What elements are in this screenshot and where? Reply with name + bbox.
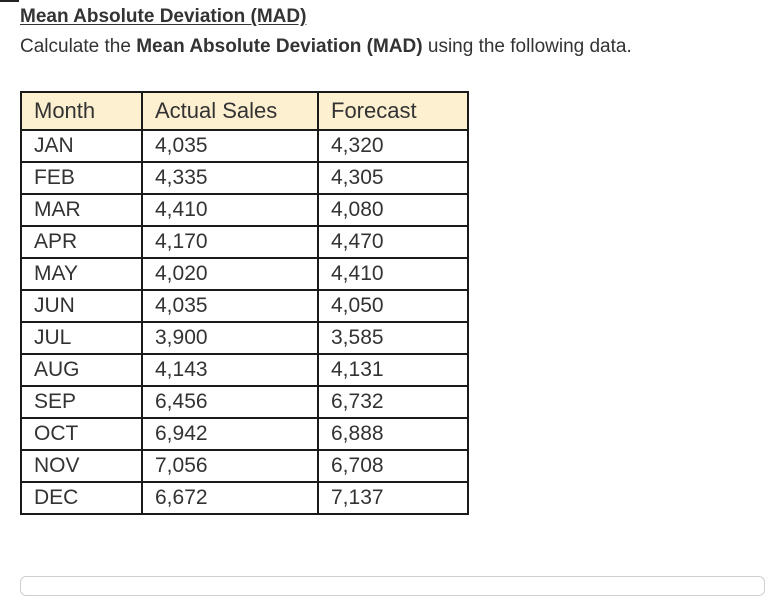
table-row: JUN 4,035 4,050 [20, 289, 469, 323]
instruction-bold: Mean Absolute Deviation (MAD) [136, 36, 423, 57]
table-row: DEC 6,672 7,137 [20, 481, 469, 515]
sales-forecast-table: Month Actual Sales Forecast JAN 4,035 4,32… [20, 91, 469, 515]
cell-month: SEP [20, 385, 143, 419]
cell-month: APR [20, 225, 143, 259]
cell-actual-sales: 4,410 [141, 193, 319, 227]
table-row: APR 4,170 4,470 [20, 225, 469, 259]
table-row: JAN 4,035 4,320 [20, 129, 469, 163]
table-header-row: Month Actual Sales Forecast [20, 91, 469, 131]
cell-actual-sales: 3,900 [141, 321, 319, 355]
cell-actual-sales: 6,942 [141, 417, 319, 451]
cell-forecast: 4,320 [317, 129, 469, 163]
table-body: JAN 4,035 4,320 FEB 4,335 4,305 MAR 4,410 4,080 A… [20, 129, 469, 515]
cell-actual-sales: 4,035 [141, 289, 319, 323]
cell-forecast: 4,470 [317, 225, 469, 259]
cell-actual-sales: 4,335 [141, 161, 319, 195]
cell-month: NOV [20, 449, 143, 483]
cell-forecast: 4,305 [317, 161, 469, 195]
cell-forecast: 3,585 [317, 321, 469, 355]
table-row: MAY 4,020 4,410 [20, 257, 469, 291]
cell-forecast: 4,410 [317, 257, 469, 291]
table-row: FEB 4,335 4,305 [20, 161, 469, 195]
instruction-suffix: using the following data. [422, 36, 632, 57]
cell-forecast: 7,137 [317, 481, 469, 515]
table-row: MAR 4,410 4,080 [20, 193, 469, 227]
cell-forecast: 4,050 [317, 289, 469, 323]
cell-forecast: 4,131 [317, 353, 469, 387]
corner-mark [0, 0, 19, 2]
instruction-prefix: Calculate the [20, 36, 137, 57]
table-row: SEP 6,456 6,732 [20, 385, 469, 419]
table-row: OCT 6,942 6,888 [20, 417, 469, 451]
question-title: Mean Absolute Deviation (MAD) [20, 6, 307, 27]
cell-month: AUG [20, 353, 143, 387]
cell-actual-sales: 4,143 [141, 353, 319, 387]
cell-month: JUN [20, 289, 143, 323]
header-forecast: Forecast [317, 91, 469, 131]
table-row: NOV 7,056 6,708 [20, 449, 469, 483]
cell-actual-sales: 6,456 [141, 385, 319, 419]
cell-month: OCT [20, 417, 143, 451]
cell-forecast: 6,888 [317, 417, 469, 451]
answer-box[interactable] [20, 576, 765, 596]
cell-month: FEB [20, 161, 143, 195]
cell-actual-sales: 4,035 [141, 129, 319, 163]
table-row: JUL 3,900 3,585 [20, 321, 469, 355]
cell-month: JAN [20, 129, 143, 163]
cell-actual-sales: 4,170 [141, 225, 319, 259]
cell-actual-sales: 4,020 [141, 257, 319, 291]
header-actual-sales: Actual Sales [141, 91, 319, 131]
table-row: AUG 4,143 4,131 [20, 353, 469, 387]
header-month: Month [20, 91, 143, 131]
cell-forecast: 4,080 [317, 193, 469, 227]
cell-month: JUL [20, 321, 143, 355]
cell-month: MAR [20, 193, 143, 227]
cell-month: MAY [20, 257, 143, 291]
cell-forecast: 6,732 [317, 385, 469, 419]
question-instruction: Calculate the Mean Absolute Deviation (M… [20, 36, 632, 58]
cell-forecast: 6,708 [317, 449, 469, 483]
cell-actual-sales: 7,056 [141, 449, 319, 483]
cell-actual-sales: 6,672 [141, 481, 319, 515]
cell-month: DEC [20, 481, 143, 515]
